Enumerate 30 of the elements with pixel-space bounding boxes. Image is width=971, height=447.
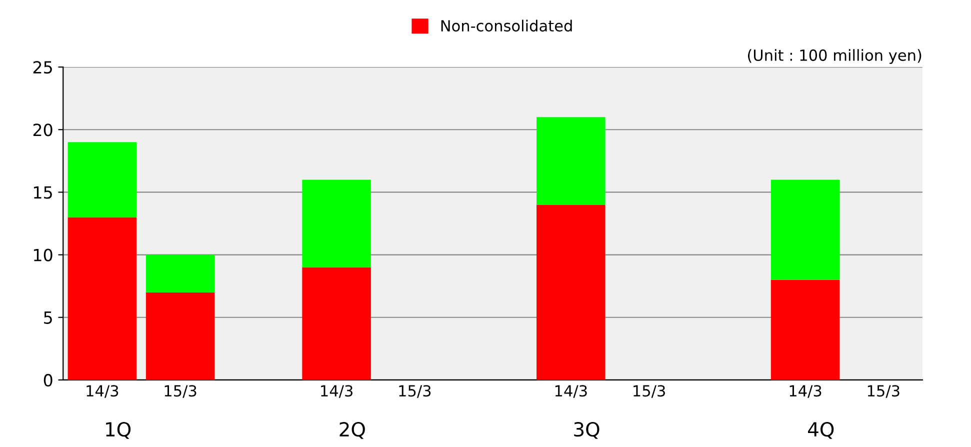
x-tick-label: 15/3	[868, 385, 900, 398]
text: 4Q	[808, 422, 834, 439]
text: (Unit : 100 million yen)	[748, 49, 922, 64]
text: 1Q	[106, 422, 131, 439]
legend-label: Non-consolidated	[441, 20, 572, 32]
y-tick-label: 15	[34, 186, 52, 199]
text: 3Q	[574, 422, 600, 439]
x-tick-label: 15/3	[634, 385, 665, 398]
bar	[536, 117, 606, 205]
text: 2Q	[340, 422, 365, 439]
bar	[770, 180, 840, 280]
bar	[146, 292, 215, 380]
bar	[302, 180, 371, 268]
bar	[68, 142, 137, 218]
bar	[146, 254, 215, 292]
x-tick-label: 15/3	[164, 385, 196, 398]
bar	[302, 267, 371, 380]
y-tick-label: 10	[34, 248, 52, 262]
y-tick-label: 0	[44, 374, 52, 387]
x-tick-label: 14/3	[321, 385, 352, 398]
y-tick-label: 5	[44, 312, 52, 324]
x-tick-label: 14/3	[555, 385, 587, 398]
bar	[536, 204, 606, 380]
y-tick-label: 20	[33, 124, 52, 136]
bar	[770, 280, 840, 380]
bar	[68, 217, 137, 380]
x-tick-label: 14/3	[790, 385, 822, 398]
x-tick-label: 15/3	[399, 385, 431, 398]
y-tick-label: 25	[33, 61, 52, 74]
x-tick-label: 14/3	[86, 385, 118, 398]
